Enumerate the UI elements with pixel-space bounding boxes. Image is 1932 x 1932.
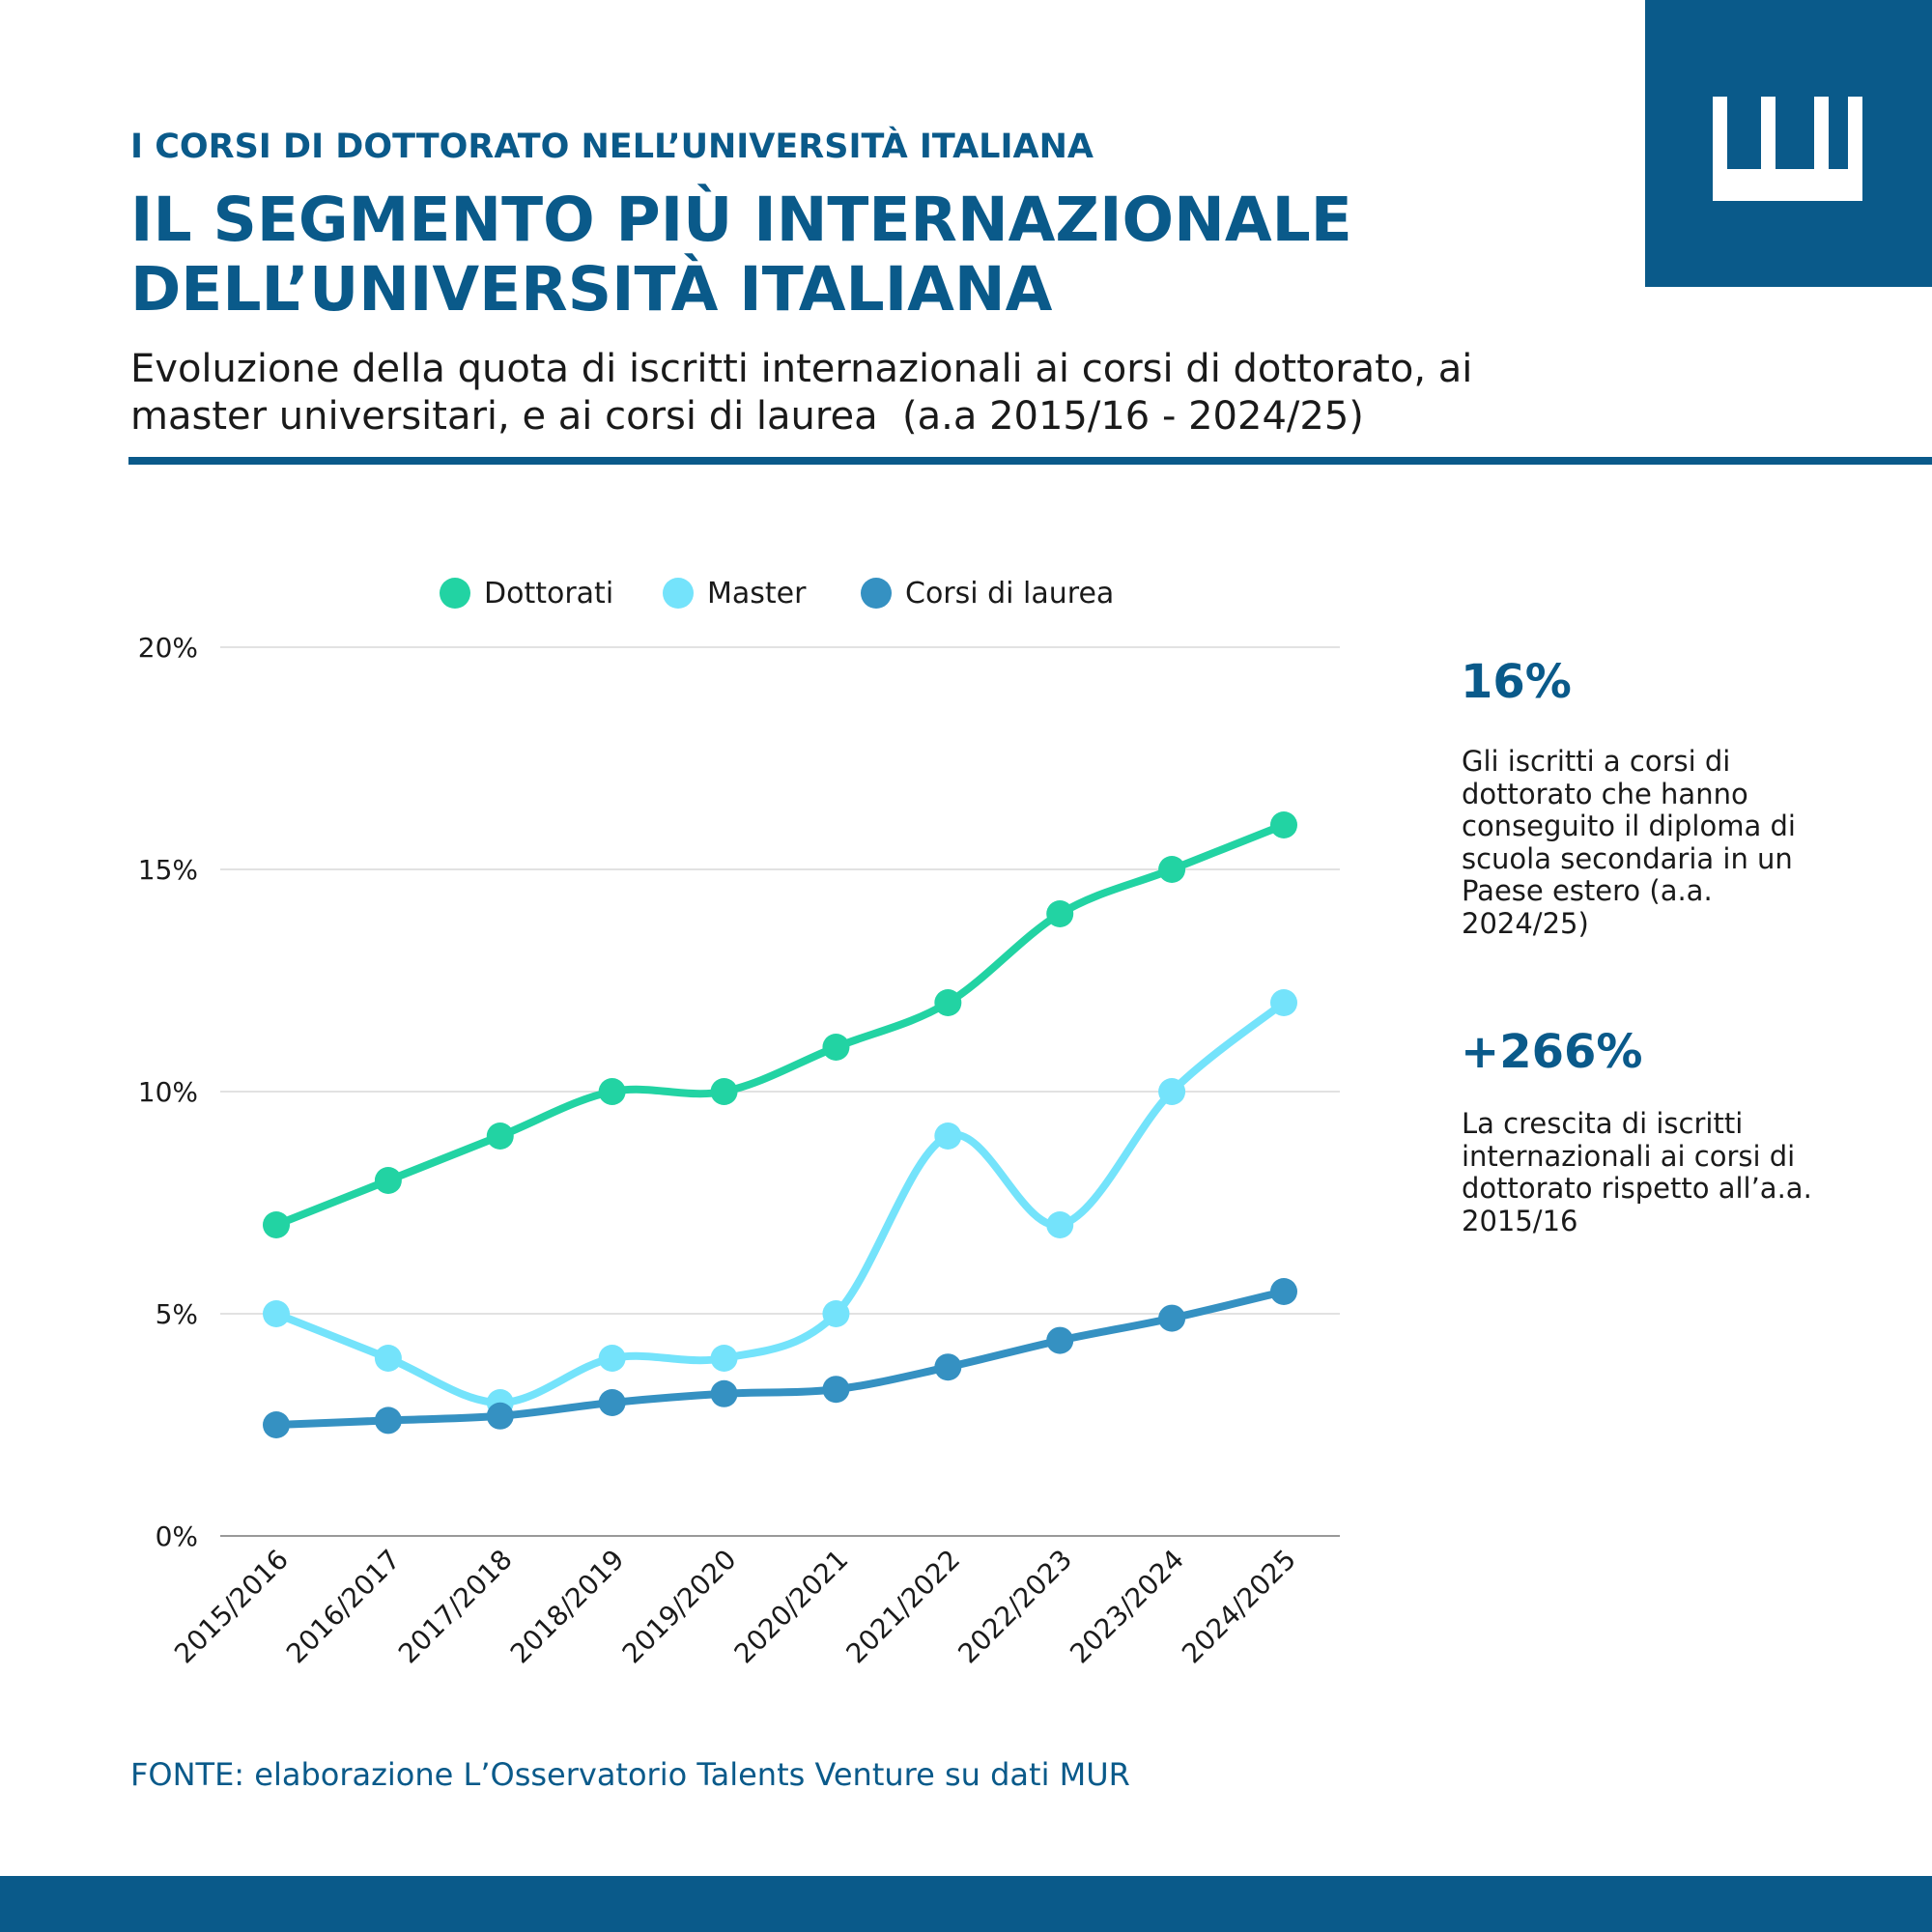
- legend-label: Corsi di laurea: [905, 577, 1114, 611]
- data-point: [486, 1402, 514, 1430]
- legend-marker: [440, 578, 470, 609]
- x-tick-label: 2016/2017: [280, 1544, 407, 1670]
- chart-series-points: [263, 811, 1297, 1438]
- stat-description-1-line: scuola secondaria in un: [1462, 841, 1793, 875]
- data-point: [1046, 1211, 1074, 1238]
- data-point: [1046, 1326, 1074, 1354]
- stat-description-2-line: 2015/16: [1462, 1204, 1578, 1237]
- stat-description-1-line: Paese estero (a.a.: [1462, 874, 1713, 907]
- logo-box: [1645, 0, 1932, 287]
- x-tick-label: 2015/2016: [168, 1544, 295, 1670]
- stat-value-1: 16%: [1461, 655, 1572, 709]
- data-point: [263, 1411, 290, 1438]
- legend-marker: [861, 578, 892, 609]
- stat-description-1-line: dottorato che hanno: [1462, 777, 1748, 810]
- x-tick-label: 2017/2018: [392, 1544, 519, 1670]
- data-point: [934, 1122, 962, 1150]
- data-point: [710, 1379, 738, 1407]
- data-point: [263, 1300, 290, 1327]
- data-point: [374, 1406, 402, 1435]
- line-chart: Dottorati Master Corsi di laurea 0% 5% 10% 15…: [138, 577, 1340, 1670]
- stat-description-2-line: dottorato rispetto all’a.a.: [1462, 1172, 1812, 1205]
- x-tick-label: 2018/2019: [504, 1544, 631, 1670]
- chart-series-lines: [272, 821, 1288, 1429]
- data-point: [598, 1078, 626, 1105]
- data-point: [263, 1211, 290, 1238]
- data-point: [598, 1345, 626, 1372]
- stat-description-2-line: La crescita di iscritti: [1462, 1107, 1744, 1140]
- series-line-0: [272, 821, 1288, 1229]
- stat-description-1-line: conseguito il diploma di: [1462, 810, 1796, 842]
- data-point: [486, 1122, 514, 1150]
- stat-description-2-line: internazionali ai corsi di: [1462, 1139, 1796, 1173]
- y-tick-label: 5%: [156, 1298, 198, 1330]
- chart-gridlines: [220, 646, 1340, 1537]
- stat-description-2: La crescita di iscritti internazionali a…: [1462, 1107, 1877, 1237]
- source-note: FONTE: elaborazione L’Osservatorio Talen…: [130, 1756, 1130, 1793]
- page-title-line-2: DELL’UNIVERSITÀ ITALIANA: [130, 254, 1053, 325]
- stat-description-1: Gli iscritti a corsi di dottorato che ha…: [1462, 745, 1877, 940]
- data-point: [374, 1167, 402, 1194]
- subtitle: Evoluzione della quota di iscritti inter…: [130, 346, 1637, 440]
- data-point: [1270, 989, 1297, 1016]
- data-point: [1270, 811, 1297, 838]
- legend-label: Master: [707, 577, 807, 611]
- data-point: [934, 1353, 962, 1381]
- y-tick-label: 15%: [138, 854, 198, 886]
- x-tick-label: 2021/2022: [840, 1544, 967, 1670]
- x-tick-label: 2022/2023: [952, 1544, 1078, 1670]
- header-divider: [128, 457, 1932, 465]
- data-point: [710, 1078, 738, 1105]
- kicker: I CORSI DI DOTTORATO NELL’UNIVERSITÀ ITA…: [130, 128, 1094, 166]
- subtitle-line-2: master universitari, e ai corsi di laure…: [130, 394, 1364, 439]
- y-axis-ticks: 0% 5% 10% 15% 20%: [138, 632, 198, 1552]
- legend-marker: [663, 578, 694, 609]
- x-axis-ticks: 2015/20162016/20172017/20182018/20192019…: [168, 1544, 1302, 1670]
- page-title-line-1: IL SEGMENTO PIÙ INTERNAZIONALE: [130, 185, 1352, 255]
- legend-label: Dottorati: [484, 577, 613, 611]
- stat-value-2: +266%: [1461, 1025, 1643, 1079]
- data-point: [710, 1345, 738, 1372]
- data-point: [598, 1389, 626, 1416]
- chart-legend: Dottorati Master Corsi di laurea: [440, 577, 1114, 611]
- page-title: IL SEGMENTO PIÙ INTERNAZIONALE DELL’UNIV…: [130, 185, 1352, 325]
- x-tick-label: 2024/2025: [1176, 1544, 1302, 1670]
- stat-description-1-line: Gli iscritti a corsi di: [1462, 745, 1731, 778]
- data-point: [1158, 1304, 1186, 1332]
- subtitle-line-1: Evoluzione della quota di iscritti inter…: [130, 347, 1473, 391]
- footer-bar: [0, 1876, 1932, 1932]
- data-point: [374, 1345, 402, 1372]
- x-tick-label: 2020/2021: [728, 1544, 855, 1670]
- data-point: [1158, 1078, 1186, 1105]
- x-tick-label: 2023/2024: [1064, 1544, 1190, 1670]
- x-tick-label: 2019/2020: [616, 1544, 743, 1670]
- series-line-1: [272, 999, 1288, 1406]
- data-point: [822, 1376, 850, 1404]
- data-point: [1158, 856, 1186, 883]
- y-tick-label: 0%: [156, 1520, 198, 1552]
- crown-logo-icon: [1713, 97, 1862, 201]
- data-point: [1270, 1278, 1297, 1305]
- y-tick-label: 10%: [138, 1076, 198, 1108]
- series-line-2: [272, 1288, 1288, 1429]
- data-point: [822, 1300, 850, 1327]
- stat-description-1-line: 2024/25): [1462, 906, 1589, 940]
- data-point: [822, 1034, 850, 1061]
- data-point: [934, 989, 962, 1016]
- y-tick-label: 20%: [138, 632, 198, 664]
- data-point: [1046, 900, 1074, 927]
